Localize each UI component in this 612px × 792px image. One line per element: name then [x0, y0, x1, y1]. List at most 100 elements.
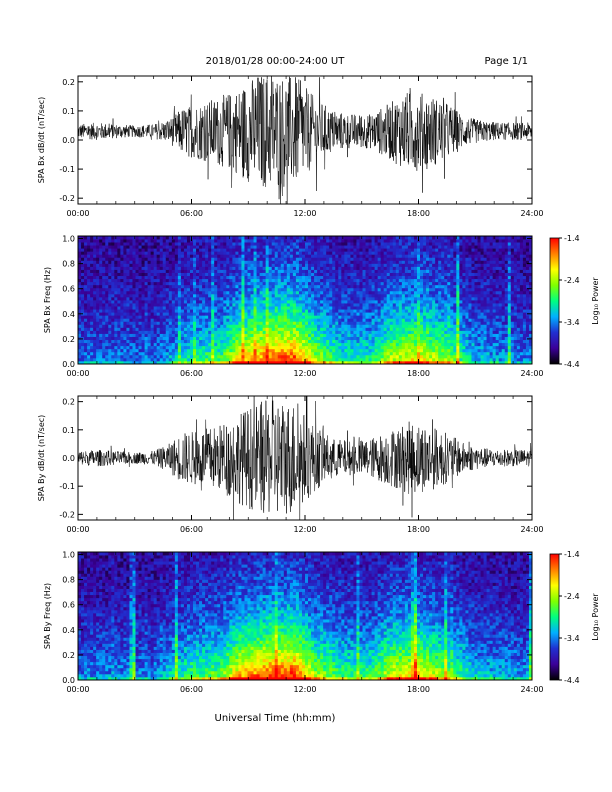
spectrogram-cell — [256, 327, 260, 331]
spectrogram-cell — [135, 342, 139, 347]
spectrogram-cell — [250, 336, 254, 341]
spectrogram-cell — [90, 303, 94, 307]
spectrogram-cell — [193, 306, 197, 310]
spectrogram-cell — [401, 242, 406, 246]
spectrogram-cell — [305, 324, 309, 328]
spectrogram-cell — [132, 236, 136, 240]
spectrogram-cell — [420, 257, 424, 261]
spectrogram-cell — [320, 245, 324, 249]
spectrogram-cell — [81, 278, 85, 283]
spectrogram-cell — [183, 333, 188, 337]
spectrogram-cell — [111, 281, 115, 286]
spectrogram-cell — [277, 275, 282, 280]
spectrogram-cell — [120, 300, 124, 304]
spectrogram-cell — [96, 333, 100, 337]
spectrogram-cell — [129, 357, 133, 362]
spectrogram-cell — [283, 312, 288, 316]
spectrogram-cell — [401, 354, 406, 359]
spectrogram-cell — [335, 303, 339, 307]
spectrogram-cell — [120, 275, 124, 280]
spectrogram-cell — [262, 348, 267, 353]
spectrogram-cell — [99, 315, 103, 319]
spectrogram-cell — [93, 290, 97, 295]
spectrogram-cell — [153, 312, 158, 316]
spectrogram-cell — [108, 248, 112, 252]
spectrogram-cell — [159, 260, 164, 264]
spectrogram-cell — [356, 303, 360, 307]
spectrogram-cell — [404, 324, 409, 328]
spectrogram-cell — [353, 272, 357, 277]
spectrogram-cell — [413, 306, 418, 310]
spectrogram-cell — [144, 260, 149, 264]
spectrogram-cell — [265, 306, 270, 310]
spectrogram-cell — [359, 354, 363, 359]
spectrogram-cell — [171, 296, 176, 301]
spectrogram-cell — [283, 330, 288, 334]
spectrogram-cell — [344, 309, 348, 313]
spectrogram-cell — [283, 287, 288, 292]
spectrogram-cell — [174, 336, 179, 341]
spectrogram-cell — [256, 242, 260, 246]
spectrogram-cell — [123, 275, 127, 280]
spectrogram-cell — [410, 272, 415, 277]
spectrogram-cell — [338, 357, 342, 362]
spectrogram-cell — [289, 269, 294, 273]
spectrogram-cell — [235, 321, 239, 325]
spectrogram-cell — [199, 284, 203, 289]
spectrogram-cell — [223, 275, 227, 280]
spectrogram-cell — [205, 266, 209, 270]
spectrogram-cell — [265, 312, 270, 316]
spectrogram-cell — [129, 242, 133, 246]
spectrogram-cell — [301, 333, 306, 337]
spectrogram-cell — [220, 272, 224, 277]
spectrogram-cell — [147, 287, 152, 292]
spectrogram-cell — [81, 281, 85, 286]
spectrogram-cell — [226, 257, 230, 261]
spectrogram-cell — [196, 333, 200, 337]
spectrogram-cell — [229, 330, 233, 334]
spectrogram-cell — [268, 284, 273, 289]
spectrogram-cell — [186, 278, 191, 283]
spectrogram-cell — [96, 345, 100, 350]
spectrogram-cell — [168, 354, 173, 359]
spectrogram-cell — [389, 342, 394, 347]
spectrogram-cell — [144, 354, 149, 359]
spectrogram-cell — [317, 330, 321, 334]
spectrogram-cell — [259, 345, 264, 350]
spectrogram-cell — [244, 339, 248, 344]
spectrogram-cell — [223, 348, 227, 353]
spectrogram-cell — [289, 321, 294, 325]
spectrogram-cell — [150, 245, 155, 249]
spectrogram-cell — [123, 306, 127, 310]
spectrogram-cell — [277, 242, 282, 246]
spectrogram-cell — [420, 290, 424, 295]
spectrogram-cell — [292, 345, 297, 350]
spectrogram-cell — [286, 236, 291, 240]
spectrogram-cell — [389, 360, 394, 365]
spectrogram-cell — [223, 266, 227, 270]
spectrogram-cell — [84, 242, 88, 246]
spectrogram-cell — [335, 281, 339, 286]
spectrogram-cell — [404, 336, 409, 341]
spectrogram-cell — [295, 351, 300, 356]
spectrogram-cell — [84, 263, 88, 267]
spectrogram-cell — [120, 312, 124, 316]
spectrogram-cell — [214, 339, 218, 344]
spectrogram-cell — [238, 254, 242, 258]
spectrogram-cell — [283, 239, 288, 243]
spectrogram-cell — [265, 336, 270, 341]
spectrogram-cell — [183, 296, 188, 301]
spectrogram-cell — [108, 257, 112, 261]
spectrogram-cell — [392, 245, 397, 249]
spectrogram-cell — [350, 263, 354, 267]
spectrogram-cell — [295, 251, 300, 255]
spectrogram-cell — [162, 260, 167, 264]
spectrogram-cell — [371, 296, 376, 301]
spectrogram-cell — [138, 348, 142, 353]
spectrogram-cell — [226, 318, 230, 322]
spectrogram-cell — [283, 327, 288, 331]
spectrogram-cell — [177, 296, 182, 301]
spectrogram-cell — [171, 354, 176, 359]
spectrogram-cell — [329, 342, 333, 347]
spectrogram-cell — [283, 315, 288, 319]
